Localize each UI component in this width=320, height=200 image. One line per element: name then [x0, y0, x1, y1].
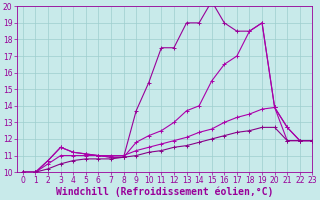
X-axis label: Windchill (Refroidissement éolien,°C): Windchill (Refroidissement éolien,°C): [56, 187, 273, 197]
